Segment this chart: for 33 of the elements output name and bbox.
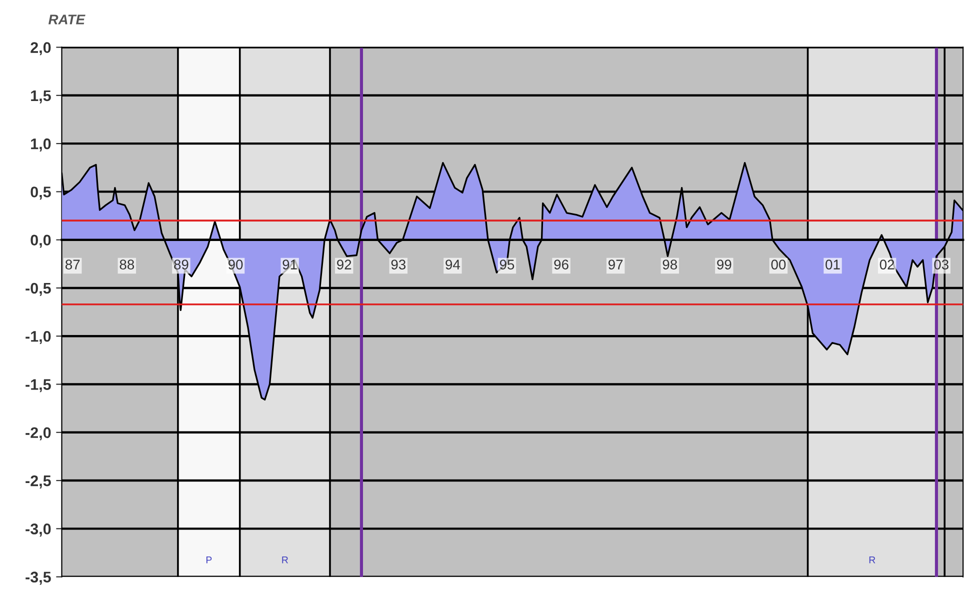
x-tick-label: 98 <box>662 260 677 270</box>
x-tick-label: 96 <box>554 260 568 270</box>
x-tick-label: 87 <box>66 260 80 270</box>
x-tick-label: 99 <box>717 260 732 270</box>
y-tick-label: -3,0 <box>26 524 51 537</box>
band-label: P <box>206 556 212 564</box>
y-tick-label: 0,0 <box>30 234 51 248</box>
y-tick-label: -2,5 <box>26 475 51 488</box>
x-tick-label: 95 <box>500 260 514 270</box>
y-tick-label: 2,0 <box>30 42 51 56</box>
x-tick-label: 91 <box>282 260 297 270</box>
band-label: R <box>282 556 288 564</box>
y-tick-label: -1,5 <box>26 379 51 392</box>
x-tick-label: 97 <box>608 260 623 270</box>
x-tick-label: 02 <box>880 260 894 270</box>
x-tick-label: 01 <box>826 260 840 270</box>
x-tick-label: 88 <box>120 260 134 270</box>
y-axis-title: RATE <box>48 14 86 24</box>
y-tick-label: 1,0 <box>31 138 51 152</box>
x-tick-label: 93 <box>391 260 406 270</box>
band-label: R <box>869 556 876 564</box>
y-tick-label: -0,5 <box>26 282 51 296</box>
y-tick-label: -3,5 <box>26 572 51 585</box>
y-tick-label: 1,5 <box>31 90 51 104</box>
y-tick-label: -1,0 <box>26 330 51 344</box>
x-tick-label: 90 <box>228 260 243 270</box>
x-tick-label: 92 <box>337 260 352 270</box>
y-tick-label: -2,0 <box>26 427 51 440</box>
y-tick-label: 0,5 <box>30 186 51 200</box>
x-tick-label: 89 <box>174 260 188 270</box>
x-tick-label: 03 <box>934 260 948 270</box>
x-tick-label: 00 <box>771 260 786 270</box>
x-tick-label: 94 <box>446 260 460 270</box>
